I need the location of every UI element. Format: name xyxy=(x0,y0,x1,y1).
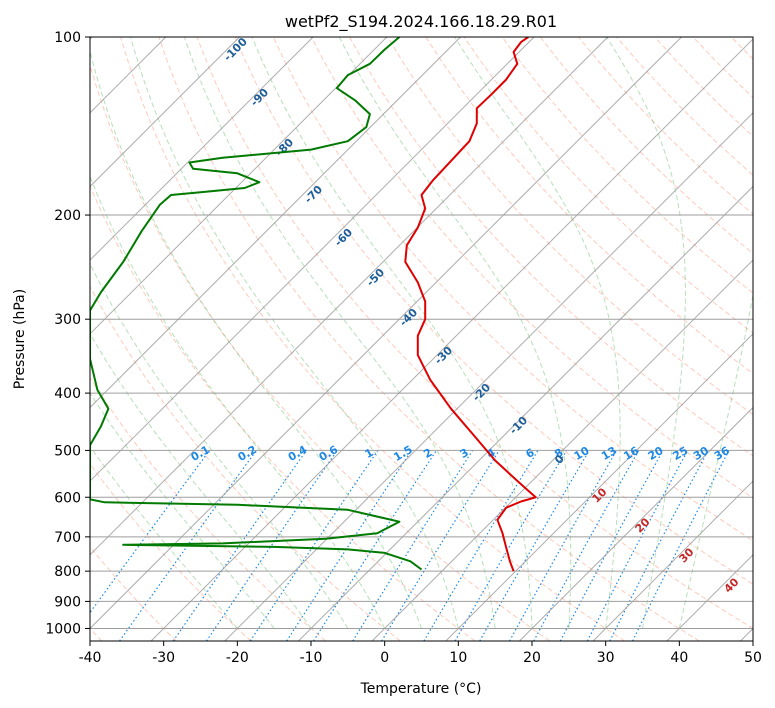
dry-adiabat-line xyxy=(158,37,700,641)
isotherm-line xyxy=(90,37,682,630)
x-tick-label: 0 xyxy=(380,650,389,666)
y-tick-label: 1000 xyxy=(45,621,81,637)
y-axis-title: Pressure (hPa) xyxy=(12,289,28,389)
mixing-ratio-line xyxy=(312,450,437,641)
moist-adiabat-line xyxy=(338,37,572,629)
y-tick-label: 400 xyxy=(54,386,81,402)
x-tick-label: 50 xyxy=(744,650,762,666)
isotherm-line xyxy=(519,406,753,641)
dry-adiabat-line xyxy=(501,37,753,294)
isotherm-line xyxy=(592,480,753,641)
mixing-ratio-line xyxy=(249,450,379,641)
dry-adiabat-line xyxy=(90,63,551,641)
series-temperature-line xyxy=(404,37,537,572)
y-tick-label: 500 xyxy=(54,443,81,459)
mixing-ratio-line xyxy=(381,450,500,641)
dry-adiabat-line xyxy=(234,37,753,585)
mixing-ratio-line xyxy=(172,450,307,641)
y-axis: 100 200 300 400 500 600 700 800 900 1000 xyxy=(45,30,90,637)
y-tick-label: 100 xyxy=(54,30,81,46)
chart-title: wetPf2_S194.2024.166.18.29.R01 xyxy=(285,12,557,32)
moist-adiabat-line xyxy=(454,37,621,629)
moist-adiabat-line xyxy=(606,37,686,629)
moist-adiabat-line xyxy=(90,49,422,629)
x-tick-label: 20 xyxy=(523,650,541,666)
isotherm-line xyxy=(90,37,388,335)
series-lines xyxy=(90,37,537,572)
x-tick-label: -40 xyxy=(79,650,102,666)
y-tick-label: 700 xyxy=(54,530,81,546)
moist-adiabat-line xyxy=(183,37,496,629)
x-tick-label: 40 xyxy=(670,650,688,666)
mixing-ratio-line xyxy=(632,450,730,641)
dry-adiabat-line xyxy=(310,37,753,499)
x-axis: -40 -30 -20 -10 0 10 20 30 40 50 xyxy=(79,641,762,666)
isotherm-line xyxy=(90,37,461,409)
x-tick-label: 30 xyxy=(597,650,615,666)
mixing-ratio-line xyxy=(559,450,664,641)
moist-adiabat-line xyxy=(90,445,238,629)
y-tick-label: 900 xyxy=(54,594,81,610)
mixing-ratio-line xyxy=(205,450,338,641)
moist-adiabat-line xyxy=(90,392,275,629)
dry-adiabat-line xyxy=(120,37,625,641)
moist-adiabat-line xyxy=(90,332,312,629)
series-dewpoint-line xyxy=(90,37,423,571)
x-tick-label: -10 xyxy=(300,650,323,666)
x-tick-label: -20 xyxy=(226,650,249,666)
isotherm-line xyxy=(371,259,753,641)
moist-adiabat-line xyxy=(90,262,349,629)
dry-adiabat-line xyxy=(90,546,177,641)
y-tick-label: 200 xyxy=(54,208,81,224)
x-tick-label: 10 xyxy=(449,650,467,666)
isotherm-line xyxy=(224,112,753,641)
dry-adiabat-line xyxy=(90,376,327,641)
isotherm-line xyxy=(298,185,753,641)
mixing-ratio-line xyxy=(286,450,413,641)
isotherm-line xyxy=(90,37,314,261)
x-tick-label: -30 xyxy=(152,650,175,666)
grid-lines xyxy=(90,37,753,641)
dry-adiabat-line xyxy=(90,463,252,641)
isotherm-line xyxy=(445,333,753,641)
isotherm-line xyxy=(90,37,535,482)
dry-adiabat-line xyxy=(425,37,753,375)
y-tick-label: 300 xyxy=(54,312,81,328)
dry-adiabat-line xyxy=(387,37,753,416)
x-axis-title: Temperature (°C) xyxy=(360,681,482,697)
y-tick-label: 600 xyxy=(54,490,81,506)
mixing-ratio-line xyxy=(533,450,640,641)
isotherm-line xyxy=(90,37,609,556)
isotherm-line xyxy=(90,37,240,188)
moist-adiabat-line xyxy=(678,292,753,629)
y-tick-label: 800 xyxy=(54,564,81,580)
dry-adiabat-line xyxy=(196,37,753,630)
isotherm-line xyxy=(150,38,753,641)
dry-adiabat-line xyxy=(90,184,476,641)
mixing-ratio-line xyxy=(509,450,618,641)
mixing-ratio-line xyxy=(90,450,211,614)
plot-frame xyxy=(89,36,754,642)
